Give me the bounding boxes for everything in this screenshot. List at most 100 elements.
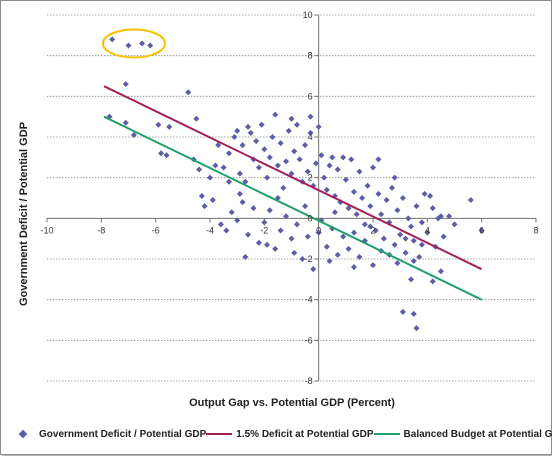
data-point bbox=[266, 207, 273, 214]
data-point bbox=[353, 211, 360, 218]
data-point bbox=[261, 146, 268, 153]
data-point bbox=[239, 199, 246, 206]
data-point bbox=[264, 174, 271, 181]
gridlines bbox=[47, 14, 536, 382]
data-point bbox=[437, 213, 444, 220]
data-point bbox=[356, 253, 363, 260]
data-point bbox=[413, 203, 420, 210]
y-tick-label: 10 bbox=[303, 10, 313, 20]
data-point bbox=[370, 164, 376, 171]
legend-label: Government Deficit / Potential GDP bbox=[39, 428, 207, 440]
data-point bbox=[253, 138, 260, 145]
data-point bbox=[272, 111, 279, 118]
data-point bbox=[307, 129, 314, 136]
data-point bbox=[421, 190, 428, 197]
data-point bbox=[209, 197, 216, 204]
data-point bbox=[323, 186, 330, 193]
data-point bbox=[272, 245, 279, 252]
data-point bbox=[236, 170, 243, 177]
data-point bbox=[323, 243, 330, 250]
legend-entry-scatter: Government Deficit / Potential GDP bbox=[11, 429, 206, 440]
data-point bbox=[391, 241, 398, 248]
data-point bbox=[345, 205, 352, 212]
data-point bbox=[367, 203, 374, 210]
data-point bbox=[283, 158, 290, 165]
data-point bbox=[446, 213, 453, 220]
data-point bbox=[280, 184, 287, 191]
data-point bbox=[247, 129, 254, 136]
x-tick-label: -10 bbox=[40, 225, 53, 235]
data-point bbox=[293, 121, 300, 128]
data-point bbox=[299, 256, 306, 262]
data-point bbox=[236, 190, 243, 197]
data-point bbox=[478, 227, 485, 234]
data-point bbox=[312, 160, 319, 167]
data-point bbox=[451, 221, 458, 228]
data-point bbox=[405, 215, 412, 222]
data-point bbox=[201, 203, 208, 210]
data-point bbox=[410, 310, 417, 317]
series bbox=[101, 28, 485, 332]
data-point bbox=[234, 127, 241, 134]
line-swatch-icon bbox=[373, 433, 400, 435]
data-point bbox=[408, 223, 415, 230]
data-point bbox=[350, 188, 357, 195]
data-point bbox=[293, 221, 300, 228]
data-point bbox=[242, 178, 249, 185]
line-swatch-icon bbox=[206, 433, 233, 435]
data-point bbox=[122, 81, 129, 88]
data-point bbox=[231, 134, 238, 140]
data-point bbox=[196, 166, 203, 173]
data-point bbox=[397, 231, 404, 238]
data-point bbox=[416, 253, 423, 260]
data-point bbox=[163, 152, 170, 159]
data-point bbox=[367, 223, 374, 230]
series-line bbox=[103, 85, 483, 271]
data-point bbox=[402, 235, 409, 242]
data-point bbox=[361, 221, 368, 228]
data-point bbox=[310, 266, 317, 273]
axes bbox=[46, 14, 537, 382]
data-point bbox=[375, 156, 382, 163]
data-point bbox=[340, 154, 347, 161]
data-point bbox=[389, 184, 396, 191]
data-point bbox=[269, 134, 276, 140]
data-point bbox=[427, 192, 434, 199]
data-point bbox=[147, 42, 154, 49]
data-point bbox=[334, 251, 341, 258]
data-point bbox=[342, 176, 349, 183]
data-point bbox=[350, 229, 357, 236]
data-point bbox=[378, 211, 385, 218]
data-point bbox=[220, 164, 227, 171]
data-point bbox=[380, 235, 387, 242]
data-point bbox=[410, 258, 417, 265]
data-point bbox=[394, 260, 401, 267]
data-point bbox=[315, 123, 322, 130]
x-tick-label: 8 bbox=[533, 225, 538, 235]
data-point bbox=[255, 239, 262, 246]
data-point bbox=[212, 162, 219, 169]
x-tick-label: -6 bbox=[152, 225, 160, 235]
y-tick-label: -6 bbox=[305, 335, 313, 345]
data-point bbox=[258, 121, 265, 128]
y-tick-label: -4 bbox=[305, 295, 313, 305]
data-point bbox=[410, 237, 417, 244]
data-point bbox=[283, 213, 290, 220]
data-point bbox=[288, 115, 295, 122]
data-point bbox=[399, 308, 406, 315]
data-point bbox=[255, 164, 262, 171]
y-tick-label: 2 bbox=[308, 173, 313, 183]
y-axis-label: Government Deficit / Potential GDP bbox=[18, 122, 30, 306]
data-point bbox=[158, 150, 165, 157]
data-point bbox=[155, 121, 162, 128]
data-point bbox=[345, 245, 352, 252]
data-point bbox=[340, 233, 347, 240]
data-point bbox=[226, 150, 233, 157]
y-tick-label: -2 bbox=[305, 254, 313, 264]
data-point bbox=[437, 268, 444, 275]
data-point bbox=[250, 205, 257, 212]
data-point bbox=[207, 174, 213, 181]
data-point bbox=[364, 182, 371, 189]
